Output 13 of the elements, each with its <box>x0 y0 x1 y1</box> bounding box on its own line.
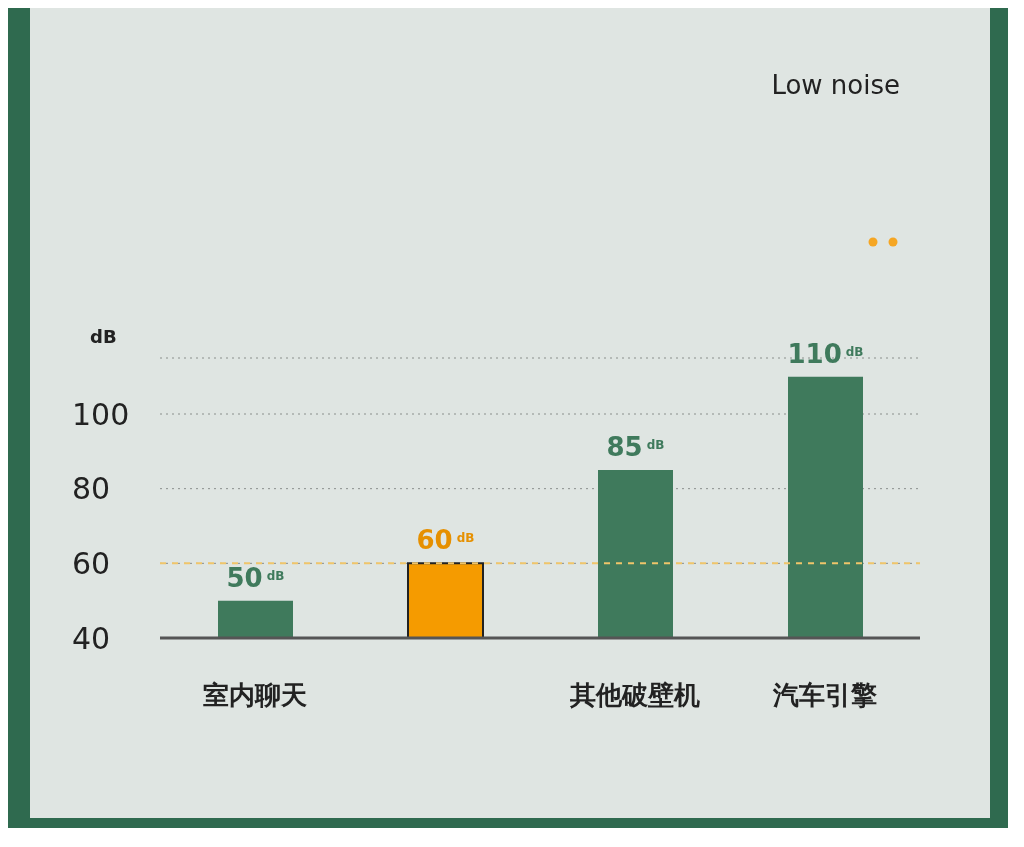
data-label: 110$^{dB}$ <box>787 338 864 369</box>
y-tick-label: 80 <box>72 471 111 507</box>
y-tick-label: 100 <box>72 396 130 432</box>
y-tick-label: 60 <box>72 545 111 581</box>
y-tick-label: 40 <box>72 620 111 656</box>
chart-title: Low noise <box>771 70 900 100</box>
data-label: 60$^{dB}$ <box>416 525 475 556</box>
data-label: 50$^{dB}$ <box>226 562 285 593</box>
y-axis-title: dB <box>90 326 117 347</box>
x-tick-label: 汽车引擎 <box>772 680 877 711</box>
data-label: 85$^{dB}$ <box>606 432 665 462</box>
x-tick-label: 室内聊天 <box>203 680 307 711</box>
x-tick-label: 其他破壁机 <box>569 680 700 711</box>
